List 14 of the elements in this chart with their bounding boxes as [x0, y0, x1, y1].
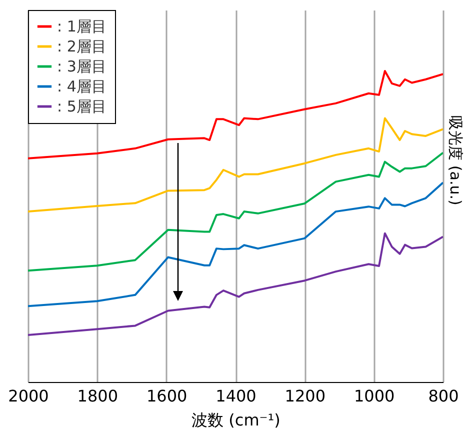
legend-label: : 2層目	[57, 38, 106, 56]
x-tick-label: 1000	[354, 386, 395, 406]
legend-label: : 1層目	[57, 18, 106, 36]
x-tick-label: 1600	[146, 386, 188, 406]
x-tick-label: 2000	[8, 386, 49, 406]
x-tick-label: 1200	[284, 386, 326, 406]
x-tick-label: 1800	[77, 386, 118, 406]
x-tick-label: 1400	[216, 386, 256, 406]
y-axis-title: 吸光度 (a.u.)	[446, 116, 464, 206]
x-tick-label: 800	[428, 386, 459, 406]
legend-label: : 5層目	[57, 98, 106, 116]
legend-label: : 3層目	[57, 58, 106, 76]
legend-label: : 4層目	[57, 78, 106, 96]
x-axis-title: 波数 (cm⁻¹)	[192, 410, 280, 430]
